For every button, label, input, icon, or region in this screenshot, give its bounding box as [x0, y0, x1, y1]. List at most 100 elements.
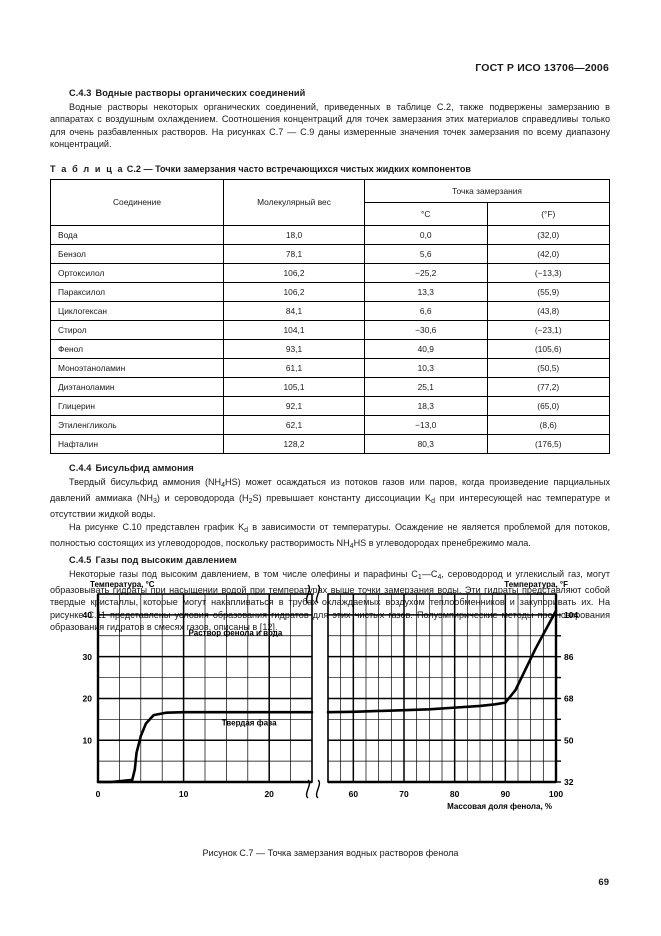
table-body: Вода 18,0 0,0 (32,0) Бензол 78,1 5,6 (42,0) Орто… [50, 224, 610, 454]
chart-plot-area [96, 584, 561, 799]
x-tick-label-right: 70 [399, 789, 409, 799]
subscript-4: 4 [437, 573, 442, 581]
cell-mw: 61,1 [223, 357, 365, 378]
cell-c: 13,3 [364, 281, 488, 302]
y-tick-label-celsius: 30 [83, 652, 93, 662]
table-head: Соединение Молекулярный вес Точка замерз… [50, 178, 610, 226]
col-header-fahrenheit: (°F) [486, 201, 610, 226]
x-tick-label-left: 20 [264, 789, 274, 799]
table-header-row-1: Соединение Молекулярный вес Точка замерз… [50, 178, 610, 226]
table-row: Стирол 104,1 −30,6 (−23,1) [50, 319, 610, 340]
x-tick-label-left: 10 [179, 789, 189, 799]
txt: S) превышает константу диссоциации K [252, 493, 432, 504]
cell-f: (−23,1) [486, 319, 610, 340]
subscript-2: 2 [248, 498, 253, 506]
cell-mw: 84,1 [223, 300, 365, 321]
cell-mw: 128,2 [223, 433, 365, 454]
y-tick-label-fahrenheit: 86 [564, 652, 574, 662]
col-header-compound: Соединение [50, 178, 224, 226]
cell-mw: 18,0 [223, 224, 365, 245]
table-caption-label: Т а б л и ц а [50, 163, 125, 174]
table-caption-dash: — [143, 163, 153, 174]
cell-f: (77,2) [486, 376, 610, 397]
txt: в зависимости от температуры. Осаждение … [50, 521, 611, 549]
cell-f: (105,6) [486, 338, 610, 359]
cell-f: (50,5) [486, 357, 610, 378]
cell-f: (−13,3) [486, 262, 610, 283]
cell-compound: Нафталин [50, 433, 224, 454]
cell-compound: Диэтаноламин [50, 376, 224, 397]
y-tick-label-fahrenheit: 104 [564, 610, 578, 620]
table-row: Бензол 78,1 5,6 (42,0) [50, 243, 610, 264]
cell-c: −13,0 [364, 414, 488, 435]
txt: HS) может осаждаться из потоков газов ил… [50, 476, 610, 504]
page-header-standard-title: ГОСТ Р ИСО 13706—2006 [475, 62, 609, 74]
subscript-d: d [431, 498, 435, 506]
txt: Некоторые газы под высоким давлением, в … [69, 568, 418, 579]
y-tick-label-celsius: 20 [83, 694, 93, 704]
table-row: Фенол 93,1 40,9 (105,6) [50, 338, 610, 359]
cell-compound: Моноэтаноламин [50, 357, 224, 378]
page-number: 69 [598, 877, 609, 888]
subscript-4: 4 [349, 543, 354, 551]
section-number-c43: C.4.3 [69, 88, 92, 98]
paragraph-c44-1: Твердый бисульфид аммония (NH4HS) может … [50, 476, 610, 521]
section-number-c44: C.4.4 [69, 462, 92, 473]
cell-compound: Бензол [50, 243, 224, 264]
axis-title-right: Температура, °F [504, 580, 568, 589]
chart-svg: 10 20 30 40 32 50 68 86 104 0 10 20 60 70 80 90 100 Темпе… [83, 580, 579, 811]
cell-f: (32,0) [486, 224, 610, 245]
cell-c: 5,6 [364, 243, 488, 264]
table-row: Этиленгликоль 62,1 −13,0 (8,6) [50, 414, 610, 435]
table-row: Ортоксилол 106,2 −25,2 (−13,3) [50, 262, 610, 283]
txt: На рисунке С.10 представлен график K [69, 521, 245, 532]
table-row: Диэтаноламин 105,1 25,1 (77,2) [50, 376, 610, 397]
table-caption-number: С.2 [126, 163, 141, 174]
cell-compound: Фенол [50, 338, 224, 359]
data-series-line [326, 609, 558, 714]
document-content: C.4.3 Водные растворы органических соедин… [50, 88, 610, 634]
cell-mw: 106,2 [223, 262, 365, 283]
cell-c: 80,3 [364, 433, 488, 454]
cell-compound: Ортоксилол [50, 262, 224, 283]
subscript-1: 1 [417, 573, 422, 581]
txt: —C [421, 568, 438, 579]
freezing-points-table: Соединение Молекулярный вес Точка замерз… [50, 178, 610, 454]
cell-compound: Вода [50, 224, 224, 245]
paragraph-c43: Водные растворы некоторых органических с… [50, 102, 610, 150]
section-number-c45: C.4.5 [69, 554, 92, 565]
paragraph-c44-2: На рисунке С.10 представлен график Kd в … [50, 521, 610, 554]
cell-c: −30,6 [364, 319, 488, 340]
cell-mw: 93,1 [223, 338, 365, 359]
table-caption-text: Точки замерзания часто встречающихся чис… [155, 163, 471, 174]
cell-compound: Параксилол [50, 281, 224, 302]
cell-f: (176,5) [486, 433, 610, 454]
cell-c: 25,1 [364, 376, 488, 397]
axis-break-squiggle [305, 779, 311, 799]
cell-mw: 105,1 [223, 376, 365, 397]
annotation-solution-region: Раствор фенола и вода [189, 628, 283, 637]
cell-compound: Циклогексан [50, 300, 224, 321]
y-tick-label-fahrenheit: 50 [564, 735, 574, 745]
x-tick-label-right: 80 [450, 789, 460, 799]
cell-f: (55,9) [486, 281, 610, 302]
figure-caption: Рисунок С.7 — Точка замерзания водных ра… [202, 848, 459, 858]
cell-f: (8,6) [486, 414, 610, 435]
subscript-4: 4 [221, 481, 226, 489]
y-tick-label-celsius: 40 [83, 610, 93, 620]
x-tick-label-left: 0 [96, 789, 101, 799]
x-tick-label-right: 90 [501, 789, 511, 799]
chart-freezing-point-phenol: 10 20 30 40 32 50 68 86 104 0 10 20 60 70 80 90 100 Темпе… [50, 570, 610, 820]
txt: Твердый бисульфид аммония (NH [69, 476, 222, 487]
col-header-freezing-point: Точка замерзания [364, 178, 610, 203]
txt: при интересующей нас температуре и отсут… [50, 493, 611, 520]
cell-mw: 104,1 [223, 319, 365, 340]
subscript-3: 3 [153, 498, 157, 506]
cell-c: 10,3 [364, 357, 488, 378]
cell-c: 6,6 [364, 300, 488, 321]
table-caption: Т а б л и ц а С.2 — Точки замерзания час… [50, 164, 610, 174]
axis-title-x: Массовая доля фенола, % [447, 802, 552, 811]
cell-compound: Глицерин [50, 395, 224, 416]
axis-title-left: Температура, °C [90, 580, 155, 589]
